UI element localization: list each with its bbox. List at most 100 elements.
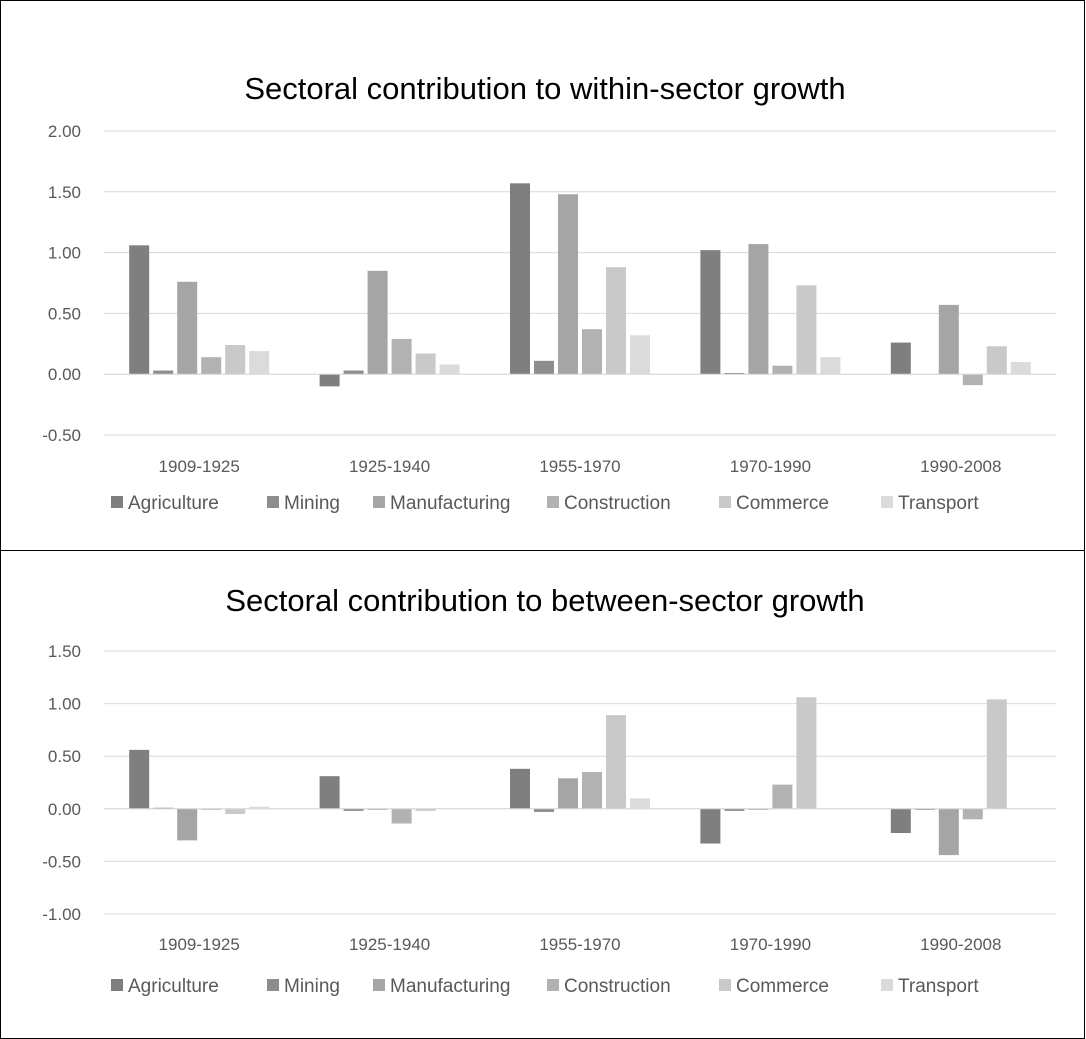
bar-mining-1909-1925	[153, 807, 174, 809]
y-tick-label: -1.00	[42, 905, 81, 924]
bar-manufacturing-1990-2008	[938, 808, 959, 856]
bar-agriculture-1990-2008	[890, 342, 911, 375]
bar-construction-1955-1970	[582, 329, 602, 375]
y-tick-label: 1.50	[48, 183, 81, 202]
between-sector-chart: Sectoral contribution to between-sector …	[42, 583, 1056, 997]
bar-construction-1990-2008	[962, 808, 983, 820]
legend-label-transport: Transport	[898, 493, 979, 514]
legend: Agriculture Mining Manufacturing Constructi…	[111, 493, 979, 514]
bar-agriculture-1909-1925	[129, 245, 150, 375]
bar-manufacturing-1970-1990	[748, 244, 769, 375]
legend-swatch-commerce	[719, 496, 731, 508]
y-tick-label: 0.50	[48, 304, 81, 323]
grid-lines	[104, 130, 1056, 436]
bar-mining-1990-2008	[914, 808, 935, 810]
bar-construction-1955-1970	[582, 771, 602, 809]
x-tick-label: 1990-2008	[920, 935, 1001, 954]
bar-commerce-1970-1990	[796, 697, 817, 809]
bar-manufacturing-1970-1990	[748, 808, 769, 810]
legend-swatch-agriculture	[111, 496, 123, 508]
bar-transport-1925-1940	[439, 364, 460, 375]
bar-mining-1970-1990	[724, 808, 745, 811]
bars-group	[129, 183, 1031, 387]
bar-construction-1925-1940	[391, 338, 412, 375]
legend-swatch-manufacturing	[373, 496, 385, 508]
x-tick-label: 1925-1940	[349, 457, 430, 476]
bar-mining-1925-1940	[343, 808, 364, 811]
bar-manufacturing-1990-2008	[938, 304, 959, 375]
legend-label-manufacturing: Manufacturing	[390, 493, 510, 514]
legend-label-commerce: Commerce	[736, 976, 829, 997]
chart-title: Sectoral contribution to within-sector g…	[244, 71, 845, 106]
bar-commerce-1990-2008	[986, 699, 1007, 809]
chart-title: Sectoral contribution to between-sector …	[225, 583, 864, 618]
bar-agriculture-1970-1990	[700, 808, 721, 844]
y-tick-label: 1.00	[48, 695, 81, 714]
legend-swatch-construction	[547, 979, 559, 991]
bar-commerce-1990-2008	[986, 346, 1007, 375]
bar-commerce-1909-1925	[225, 808, 246, 815]
x-tick-label: 1970-1990	[730, 935, 811, 954]
legend-label-construction: Construction	[564, 493, 671, 514]
bar-commerce-1970-1990	[796, 285, 817, 375]
bar-mining-1925-1940	[343, 370, 364, 375]
legend-label-agriculture: Agriculture	[128, 493, 219, 514]
legend-label-construction: Construction	[564, 976, 671, 997]
y-tick-label: 0.00	[48, 800, 81, 819]
legend-swatch-mining	[267, 979, 279, 991]
bar-transport-1970-1990	[820, 357, 841, 375]
x-tick-labels: 1909-1925 1925-1940 1955-1970 1970-1990 1990…	[159, 935, 1002, 954]
within-sector-chart: Sectoral contribution to within-sector g…	[42, 71, 1056, 514]
bar-agriculture-1909-1925	[129, 749, 150, 809]
bar-mining-1909-1925	[153, 370, 174, 375]
between-sector-chart-frame: Sectoral contribution to between-sector …	[0, 550, 1085, 1039]
legend-label-mining: Mining	[284, 493, 340, 514]
y-tick-label: 0.00	[48, 365, 81, 384]
bars-group	[129, 697, 1007, 856]
legend-swatch-transport	[881, 496, 893, 508]
legend-swatch-transport	[881, 979, 893, 991]
bar-manufacturing-1925-1940	[367, 270, 388, 375]
x-tick-label: 1909-1925	[159, 935, 240, 954]
bar-construction-1925-1940	[391, 808, 412, 824]
legend-label-commerce: Commerce	[736, 493, 829, 514]
bar-commerce-1955-1970	[606, 715, 626, 809]
bar-commerce-1925-1940	[415, 808, 436, 811]
bar-commerce-1909-1925	[225, 345, 246, 375]
legend-swatch-commerce	[719, 979, 731, 991]
legend: Agriculture Mining Manufacturing Constructi…	[111, 976, 979, 997]
y-tick-labels: 2.00 1.50 1.00 0.50 0.00 -0.50	[42, 122, 81, 445]
y-tick-label: 0.50	[48, 747, 81, 766]
legend-label-transport: Transport	[898, 976, 979, 997]
legend-swatch-mining	[267, 496, 279, 508]
y-tick-label: -0.50	[42, 852, 81, 871]
bar-manufacturing-1955-1970	[558, 778, 578, 809]
x-tick-label: 1909-1925	[159, 457, 240, 476]
bar-construction-1970-1990	[772, 784, 793, 809]
bar-transport-1955-1970	[630, 335, 650, 375]
bar-agriculture-1925-1940	[319, 776, 340, 809]
y-tick-label: 1.00	[48, 244, 81, 263]
y-tick-label: 2.00	[48, 122, 81, 141]
x-tick-label: 1955-1970	[539, 935, 620, 954]
bar-agriculture-1925-1940	[319, 374, 340, 387]
bar-construction-1909-1925	[201, 357, 222, 375]
bar-construction-1970-1990	[772, 365, 793, 375]
legend-swatch-construction	[547, 496, 559, 508]
x-tick-label: 1970-1990	[730, 457, 811, 476]
legend-label-mining: Mining	[284, 976, 340, 997]
bar-agriculture-1955-1970	[510, 183, 530, 375]
bar-manufacturing-1909-1925	[177, 808, 198, 841]
bar-transport-1990-2008	[1010, 362, 1031, 375]
x-tick-labels: 1909-1925 1925-1940 1955-1970 1970-1990 1990…	[159, 457, 1002, 476]
bar-mining-1970-1990	[724, 372, 745, 375]
y-tick-label: 1.50	[48, 642, 81, 661]
grid-lines	[104, 650, 1056, 915]
legend-swatch-manufacturing	[373, 979, 385, 991]
x-tick-label: 1990-2008	[920, 457, 1001, 476]
bar-agriculture-1955-1970	[510, 768, 530, 809]
legend-label-manufacturing: Manufacturing	[390, 976, 510, 997]
y-tick-label: -0.50	[42, 426, 81, 445]
bar-mining-1955-1970	[534, 808, 554, 812]
legend-swatch-agriculture	[111, 979, 123, 991]
